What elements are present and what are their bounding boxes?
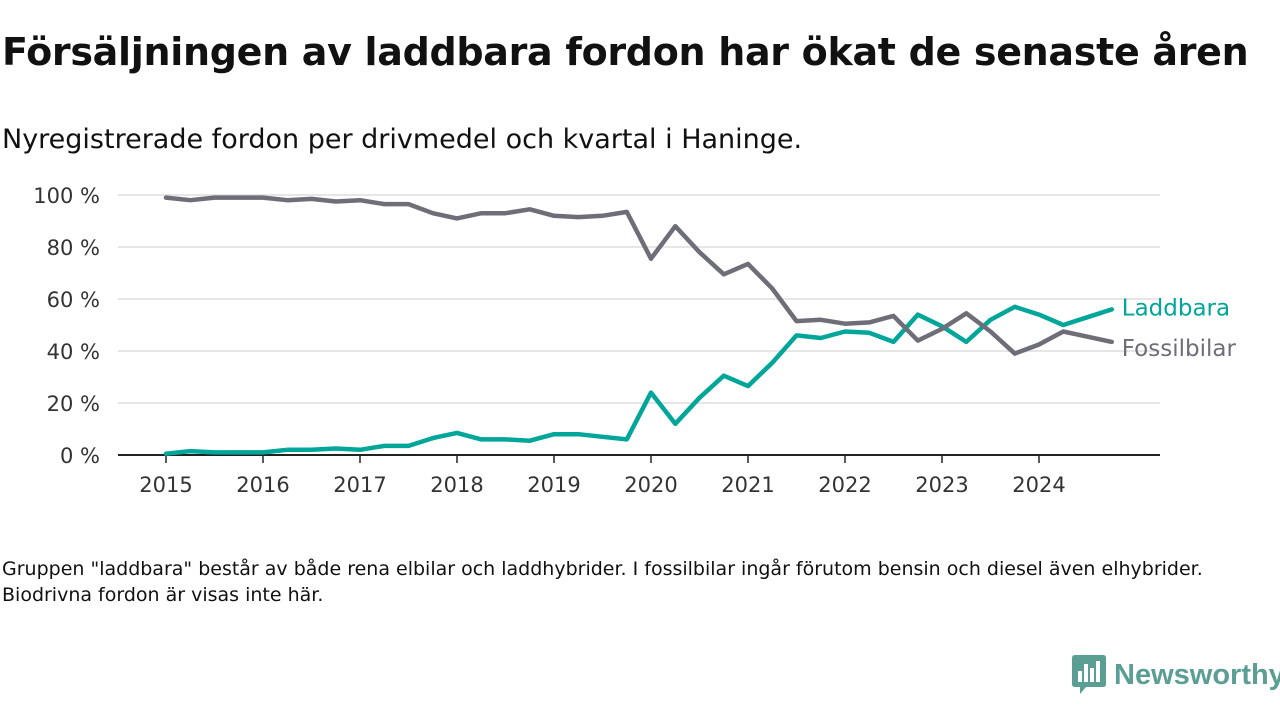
x-tick-label: 2019 <box>527 473 580 497</box>
x-tick-label: 2016 <box>236 473 289 497</box>
newsworthy-logo-text: Newsworthy <box>1114 658 1280 691</box>
series-line-laddbara <box>163 304 1115 456</box>
x-tick-label: 2024 <box>1012 473 1065 497</box>
series-line-fossilbilar <box>163 195 1115 356</box>
newsworthy-logo: Newsworthy <box>1072 654 1280 696</box>
x-tick-label: 2018 <box>430 473 483 497</box>
y-tick-label: 0 % <box>60 444 100 468</box>
x-tick-label: 2021 <box>721 473 774 497</box>
y-tick-label: 40 % <box>47 340 100 364</box>
line-chart: 0 % 20 % 40 % 60 % 80 % 100 % 2015 2016 2017 2018… <box>33 184 1237 497</box>
chart-subtitle: Nyregistrerade fordon per drivmedel och … <box>2 124 803 155</box>
y-tick-label: 60 % <box>47 288 100 312</box>
x-tick-label: 2023 <box>915 473 968 497</box>
series-label-laddbara: Laddbara <box>1122 295 1230 321</box>
newsworthy-logo-icon <box>1072 655 1106 694</box>
series-label-fossilbilar: Fossilbilar <box>1122 336 1237 362</box>
y-tick-label: 100 % <box>33 184 100 208</box>
chart-footnote: Gruppen "laddbara" består av både rena e… <box>2 558 1203 606</box>
y-tick-label: 80 % <box>47 236 100 260</box>
y-tick-label: 20 % <box>47 392 100 416</box>
x-tick-label: 2015 <box>139 473 192 497</box>
x-tick-label: 2020 <box>624 473 677 497</box>
x-tick-label: 2017 <box>333 473 386 497</box>
x-tick-label: 2022 <box>818 473 871 497</box>
chart-title: Försäljningen av laddbara fordon har öka… <box>2 30 1249 74</box>
